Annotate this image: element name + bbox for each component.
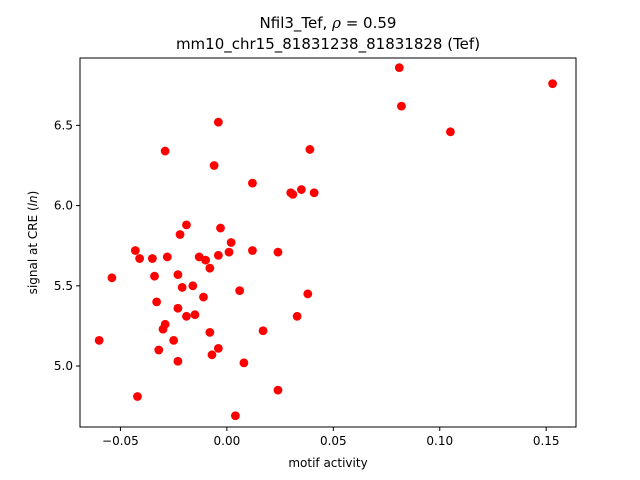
data-point — [213, 343, 223, 353]
y-tick-label: 5.5 — [54, 279, 73, 293]
data-point — [160, 146, 170, 156]
data-point — [292, 311, 302, 321]
data-point — [305, 145, 315, 154]
data-point — [303, 289, 313, 299]
data-point — [175, 230, 185, 239]
data-point — [152, 297, 162, 307]
y-tick-label: 5.0 — [54, 359, 73, 373]
x-axis-ticks: −0.05 0.00 0.05 0.10 0.15 — [102, 427, 560, 448]
data-point — [309, 188, 319, 198]
data-point — [288, 189, 298, 199]
chart-title-value: = 0.59 — [341, 14, 397, 32]
data-point — [226, 238, 236, 247]
data-point — [130, 246, 140, 255]
data-point — [182, 311, 191, 321]
data-point — [224, 247, 234, 257]
data-point — [201, 255, 211, 265]
data-point — [216, 223, 225, 233]
data-point — [162, 252, 172, 262]
data-point — [207, 350, 217, 360]
data-point — [248, 246, 257, 255]
data-point — [273, 385, 283, 395]
y-tick-label: 6.5 — [54, 118, 73, 132]
x-tick-label: 0.00 — [214, 434, 241, 448]
data-point — [248, 178, 257, 188]
data-point — [133, 392, 142, 401]
data-point — [177, 283, 187, 292]
data-point — [107, 273, 117, 283]
data-point — [188, 281, 198, 291]
x-tick-label: 0.05 — [320, 434, 347, 448]
chart-title-prefix: Nfil3_Tef, — [260, 14, 333, 33]
x-tick-label: 0.15 — [533, 434, 560, 448]
data-point — [173, 303, 183, 313]
data-point — [190, 310, 200, 320]
x-tick-label: −0.05 — [102, 434, 139, 448]
data-points — [94, 63, 557, 421]
y-axis-label: signal at CRE (ln) — [26, 191, 40, 295]
x-axis-label: motif activity — [288, 456, 367, 470]
y-axis-label-prefix: signal at CRE ( — [26, 206, 40, 294]
y-axis-ticks: 5.0 5.5 6.0 6.5 — [54, 118, 80, 373]
plot-frame — [79, 57, 577, 428]
y-tick-label: 6.0 — [54, 199, 73, 213]
data-point — [173, 356, 183, 366]
data-point — [273, 247, 283, 257]
y-axis-label-italic: ln — [26, 195, 40, 206]
data-point — [205, 327, 215, 337]
data-point — [394, 63, 404, 73]
data-point — [199, 292, 208, 302]
data-point — [173, 270, 183, 279]
x-tick-label: 0.10 — [426, 434, 453, 448]
data-point — [239, 358, 249, 368]
data-point — [154, 345, 164, 355]
data-point — [548, 79, 557, 89]
data-point — [397, 101, 406, 111]
data-point — [147, 254, 157, 263]
data-point — [150, 271, 159, 281]
data-point — [231, 411, 240, 421]
data-point — [158, 324, 168, 334]
chart-subtitle: mm10_chr15_81831238_81831828 (Tef) — [176, 35, 480, 54]
data-point — [169, 335, 179, 345]
y-axis-label-suffix: ) — [26, 191, 40, 196]
data-point — [205, 263, 215, 273]
data-point — [182, 220, 191, 230]
data-point — [213, 250, 223, 260]
chart-title-rho: ρ — [331, 14, 341, 32]
data-point — [235, 286, 245, 296]
data-point — [209, 161, 219, 170]
chart-title: Nfil3_Tef, ρ = 0.59 — [260, 14, 397, 33]
data-point — [135, 254, 145, 263]
data-point — [258, 326, 268, 336]
data-point — [94, 335, 104, 345]
data-point — [296, 185, 306, 194]
data-point — [446, 127, 455, 137]
data-point — [213, 117, 223, 127]
